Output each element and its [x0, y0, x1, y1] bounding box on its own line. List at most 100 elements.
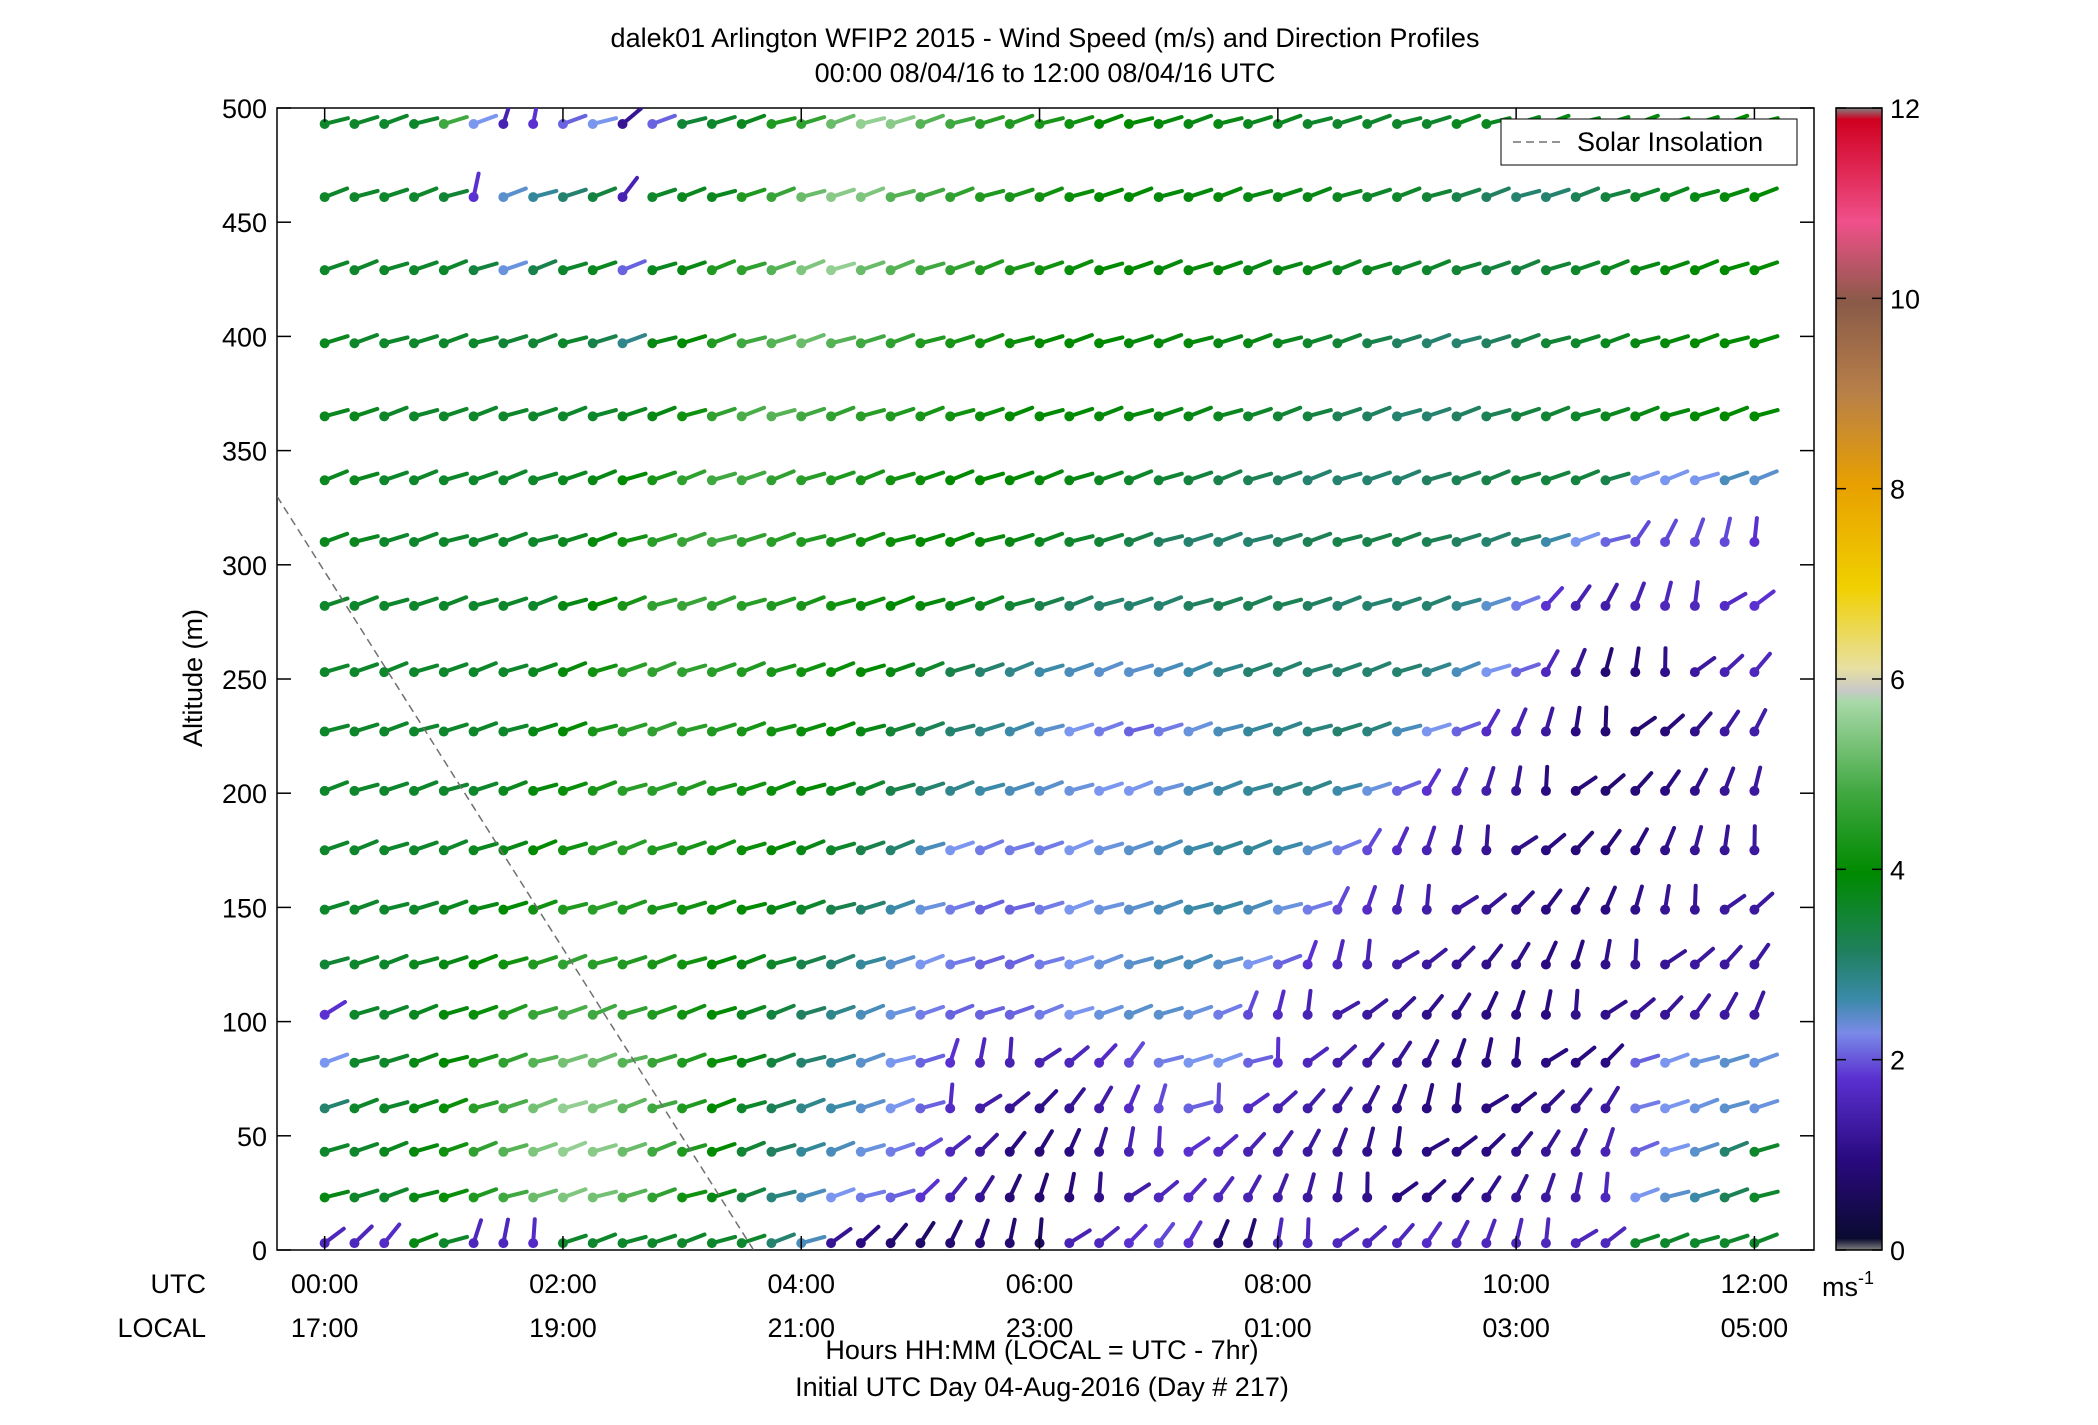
wind-barb-dot	[379, 904, 390, 915]
wind-barb-dot	[1034, 411, 1045, 422]
wind-barb	[617, 782, 648, 796]
wind-barb-dot	[498, 667, 509, 678]
wind-barb-dot	[557, 959, 568, 970]
wind-barb	[617, 406, 648, 422]
wind-barb	[766, 531, 796, 547]
wind-barb	[468, 1140, 498, 1157]
wind-barb	[1689, 883, 1700, 915]
x-tick-label-local: 05:00	[1721, 1313, 1789, 1343]
wind-barb	[319, 116, 350, 129]
wind-barb-dot	[528, 118, 539, 129]
wind-barb-dot	[1034, 192, 1045, 203]
wind-barb	[885, 662, 916, 678]
wind-barb	[1183, 1100, 1214, 1114]
wind-barb-dot	[1481, 904, 1492, 915]
wind-barb	[1034, 1129, 1054, 1157]
wind-barb-dot	[945, 338, 956, 349]
wind-barb	[587, 186, 618, 203]
wind-barb	[1153, 188, 1184, 203]
wind-barb	[766, 1003, 796, 1020]
wind-barb-dot	[706, 904, 717, 915]
wind-barb	[1213, 780, 1243, 796]
wind-barb-dot	[1362, 785, 1373, 796]
wind-barb-dot	[1064, 536, 1075, 547]
wind-barb-dot	[468, 959, 479, 970]
wind-barb-dot	[1332, 192, 1343, 203]
wind-barb	[1660, 949, 1687, 970]
wind-barb-dot	[1094, 726, 1105, 737]
wind-barb-dot	[1600, 904, 1611, 915]
wind-barb	[1094, 261, 1125, 276]
wind-barb	[1511, 471, 1542, 486]
wind-barb-dot	[617, 1146, 628, 1157]
wind-barb	[349, 662, 380, 678]
wind-barb-dot	[1391, 1238, 1402, 1249]
wind-barb-dot	[1332, 959, 1343, 970]
wind-barb-dot	[617, 600, 628, 611]
wind-barb-dot	[796, 904, 807, 915]
wind-barb-dot	[557, 1192, 568, 1203]
wind-barb	[1123, 260, 1154, 276]
wind-barb	[468, 1218, 483, 1249]
wind-barb	[1213, 840, 1243, 856]
wind-barb-dot	[826, 959, 837, 970]
wind-barb	[1391, 950, 1420, 970]
legend-solar-label: Solar Insolation	[1577, 127, 1763, 157]
wind-barb-dot	[1391, 959, 1402, 970]
wind-barb-dot	[1094, 1057, 1105, 1068]
wind-barb	[1719, 1100, 1750, 1114]
wind-barb-dot	[1451, 726, 1462, 737]
wind-barb-dot	[1511, 904, 1522, 915]
wind-barb-dot	[1302, 600, 1313, 611]
wind-barb	[826, 532, 856, 547]
wind-barb	[647, 953, 677, 970]
wind-barb-dot	[1511, 1192, 1522, 1203]
wind-barb-dot	[1481, 1146, 1492, 1157]
wind-barb	[1451, 721, 1482, 737]
wind-barb-dot	[677, 1057, 688, 1068]
wind-barb	[1153, 839, 1183, 856]
wind-barb-dot	[1302, 726, 1313, 737]
wind-barb-dot	[587, 1192, 598, 1203]
wind-barb	[498, 1052, 528, 1068]
wind-barb-dot	[1034, 726, 1045, 737]
wind-barb	[647, 597, 678, 611]
wind-barb	[1213, 956, 1244, 970]
wind-barb	[1123, 780, 1154, 796]
wind-barb	[319, 1189, 350, 1203]
wind-barb-dot	[1719, 959, 1730, 970]
wind-barb	[498, 186, 528, 203]
wind-barb	[1243, 333, 1273, 349]
wind-barb	[915, 1137, 943, 1157]
wind-barb-dot	[557, 192, 568, 203]
wind-barb	[706, 955, 737, 970]
wind-barb-dot	[1094, 1146, 1105, 1157]
wind-barb-dot	[1362, 1192, 1373, 1203]
wind-barb-dot	[1511, 1103, 1522, 1114]
wind-barb	[498, 663, 529, 678]
wind-barb-dot	[1481, 118, 1492, 129]
wind-barb	[647, 1053, 678, 1068]
wind-barb	[468, 470, 499, 486]
wind-barb	[1004, 187, 1035, 203]
wind-barb	[1064, 1127, 1082, 1157]
wind-barb-dot	[1183, 785, 1194, 796]
wind-barb-dot	[1570, 1009, 1581, 1020]
wind-barb-dot	[1660, 785, 1671, 796]
wind-barb-dot	[945, 192, 956, 203]
wind-barb	[826, 470, 856, 486]
wind-barb-dot	[796, 959, 807, 970]
wind-barb	[1004, 1130, 1027, 1157]
wind-barb	[438, 722, 469, 737]
wind-barb-dot	[1272, 265, 1283, 276]
wind-barb	[974, 1037, 987, 1068]
wind-barb	[409, 408, 440, 422]
wind-barb	[766, 1099, 797, 1114]
wind-barb-dot	[1451, 845, 1462, 856]
wind-barb-dot	[945, 959, 956, 970]
wind-barb-dot	[885, 1103, 896, 1114]
wind-barb	[796, 722, 827, 737]
wind-barb	[1511, 662, 1541, 678]
wind-barb	[438, 188, 469, 203]
wind-barb-dot	[1362, 338, 1373, 349]
